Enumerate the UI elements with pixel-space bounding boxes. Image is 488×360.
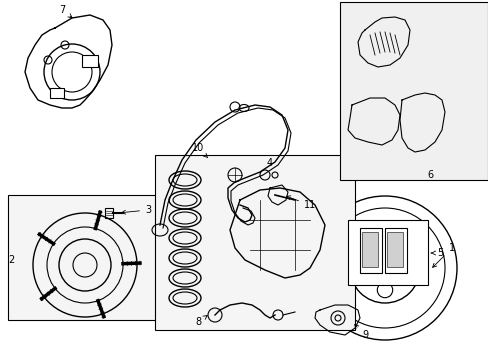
FancyBboxPatch shape [347, 220, 427, 285]
Text: 9: 9 [354, 325, 367, 340]
Text: 10: 10 [191, 143, 207, 158]
FancyBboxPatch shape [8, 195, 163, 320]
Text: 3: 3 [122, 205, 151, 215]
FancyBboxPatch shape [339, 2, 487, 180]
FancyBboxPatch shape [155, 155, 354, 330]
FancyBboxPatch shape [82, 55, 98, 67]
FancyBboxPatch shape [386, 232, 402, 267]
FancyBboxPatch shape [384, 228, 406, 273]
Text: 4: 4 [266, 158, 272, 168]
FancyBboxPatch shape [50, 88, 64, 98]
Text: 11: 11 [286, 196, 315, 210]
Text: 5: 5 [430, 248, 442, 258]
Text: 7: 7 [59, 5, 72, 18]
Text: 6: 6 [426, 170, 432, 180]
FancyBboxPatch shape [361, 232, 377, 267]
Text: 2: 2 [8, 255, 14, 265]
Text: 1: 1 [432, 243, 454, 267]
Text: 8: 8 [195, 315, 207, 327]
FancyBboxPatch shape [359, 228, 381, 273]
Bar [105, 208, 113, 218]
